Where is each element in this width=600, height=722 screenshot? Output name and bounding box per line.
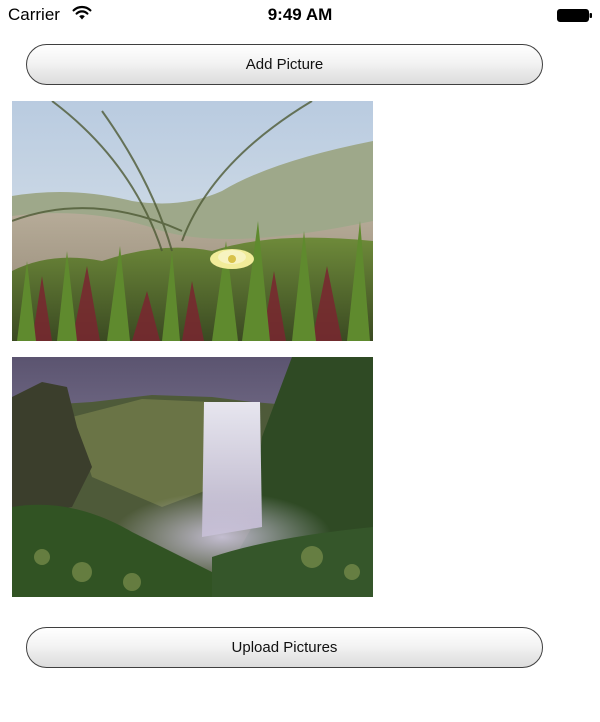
clock: 9:49 AM xyxy=(267,5,333,24)
wifi-icon xyxy=(72,5,92,20)
upload-pictures-button[interactable]: Upload Pictures xyxy=(26,627,543,668)
upload-pictures-label: Upload Pictures xyxy=(231,639,338,656)
status-bar: Carrier 9:49 AM xyxy=(0,0,600,30)
carrier-label: Carrier xyxy=(8,5,60,24)
add-picture-button[interactable]: Add Picture xyxy=(26,44,543,85)
add-picture-label: Add Picture xyxy=(245,56,324,73)
waterfall-photo xyxy=(12,357,373,597)
flower-photo xyxy=(12,101,373,341)
battery-icon xyxy=(557,9,592,22)
